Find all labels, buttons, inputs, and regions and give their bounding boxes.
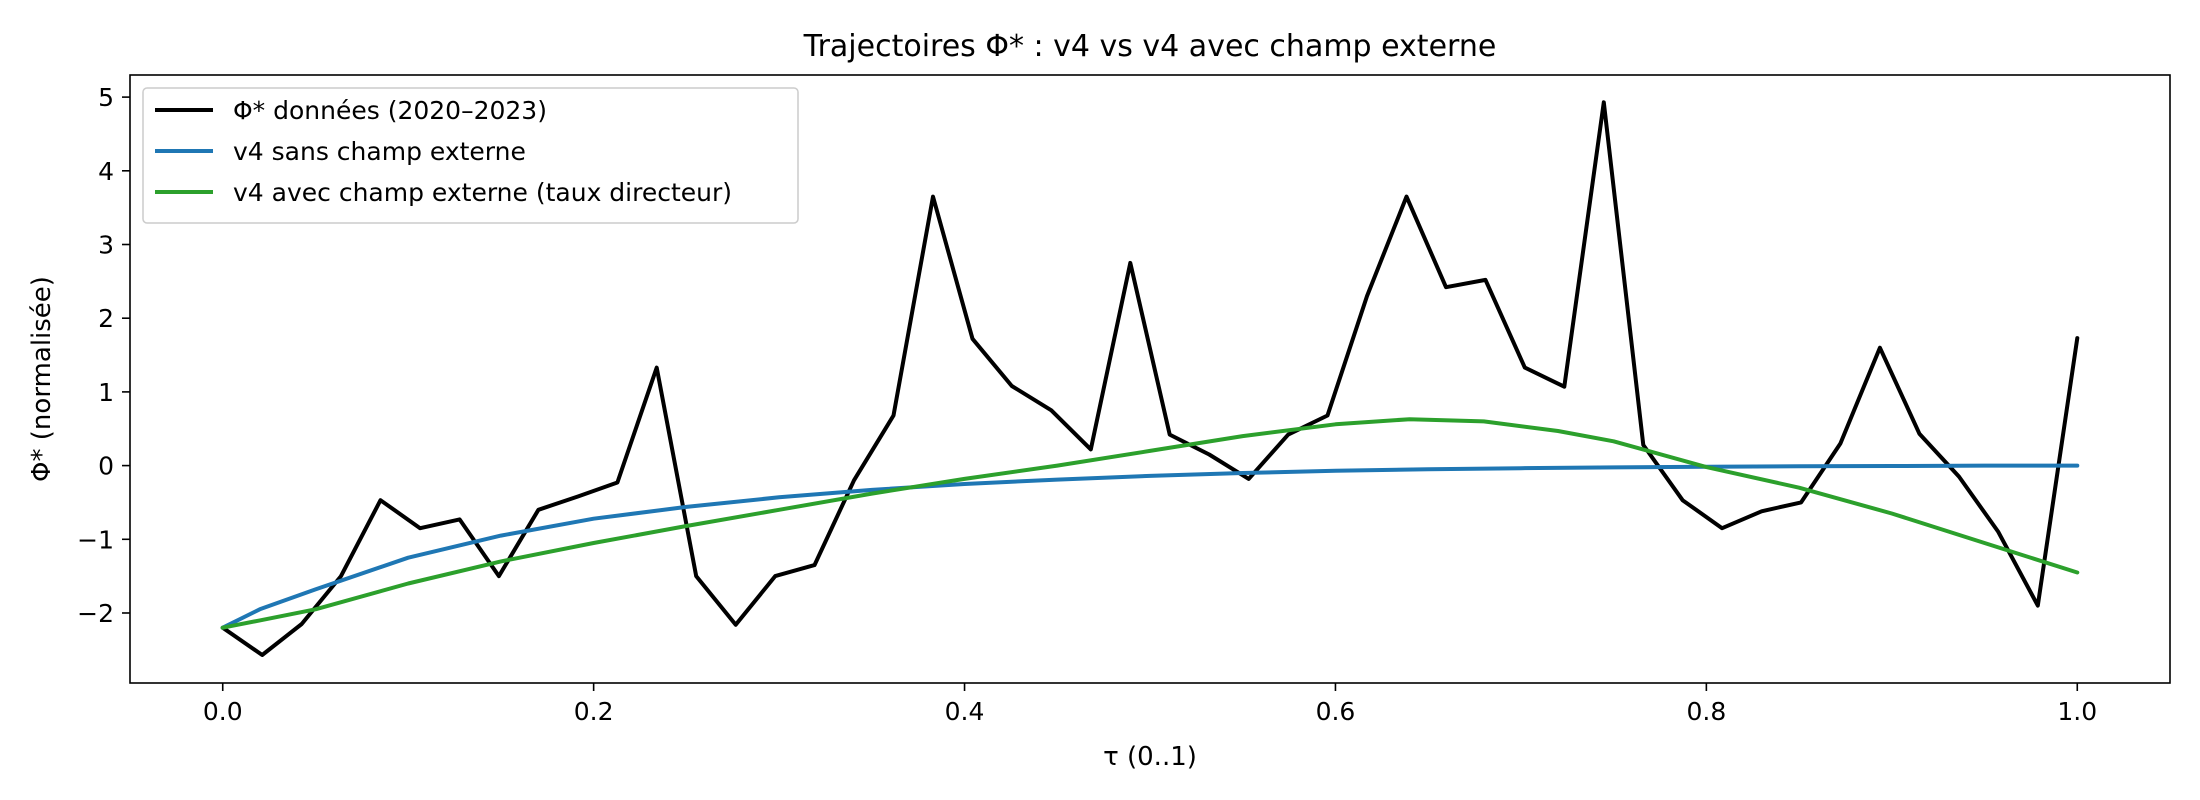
x-tick-label: 0.2 (574, 697, 614, 726)
y-tick-label: 2 (98, 304, 114, 333)
x-axis: 0.0 0.2 0.4 0.6 0.8 1.0 (203, 683, 2097, 726)
x-tick-label: 0.0 (203, 697, 243, 726)
x-tick-label: 1.0 (2057, 697, 2097, 726)
legend-label-2: v4 sans champ externe (233, 137, 526, 166)
legend-label-1: Φ* données (2020–2023) (233, 96, 547, 125)
y-tick-label: 3 (98, 231, 114, 260)
y-tick-label: −1 (77, 525, 114, 554)
x-axis-label: τ (0..1) (1103, 742, 1197, 772)
legend-box (142, 87, 799, 224)
chart-title: Trajectoires Φ* : v4 vs v4 avec champ ex… (803, 29, 1497, 64)
series-layer (220, 100, 2080, 657)
series-line-1 (220, 100, 2080, 657)
plot-frame (129, 74, 2171, 684)
legend-label-3: v4 avec champ externe (taux directeur) (233, 178, 732, 207)
y-tick-label: 4 (98, 157, 114, 186)
series-line-3 (220, 417, 2080, 630)
series-line-2 (220, 463, 2080, 630)
x-tick-label: 0.4 (945, 697, 985, 726)
y-tick-label: 1 (98, 378, 114, 407)
y-axis-label: Φ* (normalisée) (27, 276, 57, 482)
x-tick-label: 0.8 (1686, 697, 1726, 726)
y-tick-label: 0 (98, 452, 114, 481)
y-tick-label: 5 (98, 83, 114, 112)
legend: Φ* données (2020–2023) v4 sans champ exte… (142, 87, 799, 224)
y-tick-label: −2 (77, 599, 114, 628)
x-tick-label: 0.6 (1316, 697, 1356, 726)
y-axis: −2 −1 0 1 2 3 4 5 (77, 83, 130, 628)
